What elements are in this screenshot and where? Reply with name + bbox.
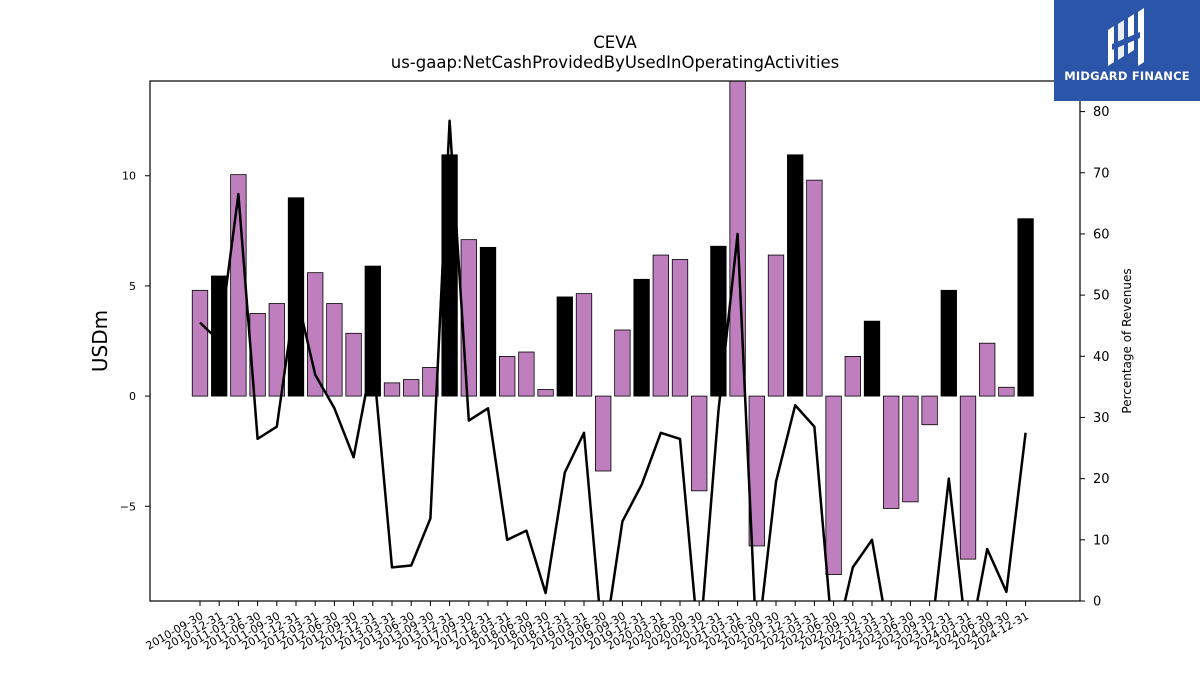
revenue-percentage-line bbox=[199, 119, 1027, 601]
bar-2024-09-30 bbox=[998, 386, 1015, 397]
chart-title: CEVA bbox=[593, 33, 637, 52]
y-tick-label: 0 bbox=[129, 390, 136, 403]
y2-tick-label: 20 bbox=[1093, 472, 1110, 487]
bar-2020-09-30 bbox=[691, 395, 708, 492]
bar-2018-09-30 bbox=[537, 389, 554, 397]
y-tick-label: 5 bbox=[129, 280, 136, 293]
bar-2023-06-30 bbox=[902, 395, 919, 503]
bar-2021-12-31 bbox=[787, 154, 804, 397]
bar-2013-06-30 bbox=[403, 379, 420, 397]
y2-tick-label: 50 bbox=[1093, 289, 1110, 304]
chart-subtitle: us-gaap:NetCashProvidedByUsedInOperating… bbox=[391, 53, 839, 72]
y-tick-label: 10 bbox=[122, 170, 136, 183]
y-tick-label: −5 bbox=[120, 500, 136, 513]
bar-2018-03-31 bbox=[499, 356, 516, 397]
brand-logo: MIDGARD FINANCE bbox=[1054, 0, 1200, 101]
y2-tick-label: 60 bbox=[1093, 227, 1110, 242]
bar-2022-09-30 bbox=[844, 356, 861, 397]
y2-tick-label: 80 bbox=[1093, 105, 1110, 120]
line-group bbox=[199, 119, 1027, 601]
bar-2022-12-31 bbox=[863, 320, 881, 397]
bar-2023-12-31 bbox=[940, 289, 957, 397]
bar-2012-06-30 bbox=[326, 303, 343, 397]
bar-2019-09-30 bbox=[614, 329, 631, 397]
bar-2024-03-31 bbox=[959, 395, 977, 560]
bar-2019-03-31 bbox=[575, 293, 593, 397]
y2-tick-label: 0 bbox=[1093, 595, 1101, 610]
bar-2021-09-30 bbox=[767, 254, 785, 397]
bar-2020-12-31 bbox=[710, 245, 727, 397]
bar-2019-06-30 bbox=[595, 395, 612, 472]
bar-2018-12-31 bbox=[556, 296, 573, 397]
y2-tick-label: 70 bbox=[1093, 166, 1110, 181]
bar-2017-12-31 bbox=[479, 246, 497, 397]
bar-2012-09-30 bbox=[345, 332, 362, 397]
brand-name: MIDGARD FINANCE bbox=[1064, 69, 1190, 83]
bar-2022-06-30 bbox=[825, 395, 842, 575]
midgard-logo-icon bbox=[1108, 8, 1144, 66]
bar-2010-09-30 bbox=[191, 289, 209, 397]
bar-2022-03-31 bbox=[806, 179, 823, 397]
bar-2024-12-31 bbox=[1017, 218, 1034, 397]
bar-2012-12-31 bbox=[364, 265, 381, 397]
axes-group: −50510010203040506070802010-09-302010-12… bbox=[120, 80, 1110, 653]
y2-tick-label: 30 bbox=[1093, 411, 1110, 426]
bar-2012-03-31 bbox=[307, 272, 324, 397]
plot-frame bbox=[149, 80, 1081, 602]
bar-2018-06-30 bbox=[518, 351, 535, 397]
bars-group bbox=[191, 81, 1034, 575]
bar-2011-09-30 bbox=[268, 303, 285, 397]
y2-tick-label: 10 bbox=[1093, 533, 1110, 548]
bar-2024-06-30 bbox=[979, 342, 996, 397]
y-axis-label: USDm bbox=[88, 310, 112, 372]
y2-tick-label: 40 bbox=[1093, 350, 1110, 365]
bar-2020-03-31 bbox=[652, 254, 669, 397]
y2-axis-label: Percentage of Revenues bbox=[1120, 268, 1134, 413]
bar-2023-09-30 bbox=[921, 395, 938, 426]
bar-2019-12-31 bbox=[633, 278, 650, 397]
bar-2013-03-31 bbox=[383, 382, 401, 397]
bar-2023-03-31 bbox=[883, 395, 900, 509]
bar-2020-06-30 bbox=[671, 259, 689, 397]
